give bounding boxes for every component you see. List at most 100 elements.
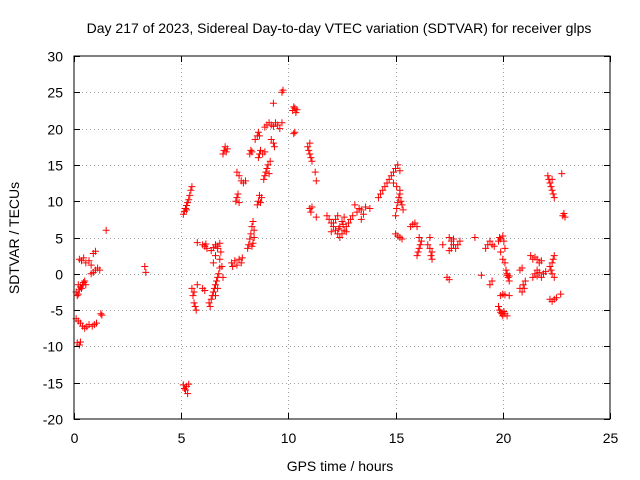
- data-point: [265, 170, 273, 178]
- data-point: [184, 390, 192, 398]
- data-point: [87, 261, 95, 269]
- data-point: [344, 219, 352, 227]
- data-point: [223, 145, 231, 153]
- data-point: [218, 263, 226, 271]
- data-point: [203, 244, 211, 252]
- data-point: [278, 119, 286, 127]
- data-point: [486, 237, 494, 245]
- data-point: [233, 194, 241, 202]
- data-point: [267, 135, 275, 143]
- y-tick-label: 25: [47, 85, 63, 101]
- data-point: [233, 168, 241, 176]
- data-point: [229, 263, 237, 271]
- data-point: [327, 228, 335, 236]
- data-point: [381, 183, 389, 191]
- data-point: [332, 226, 340, 234]
- data-point: [383, 179, 391, 187]
- data-point: [102, 226, 110, 234]
- data-point: [269, 139, 277, 147]
- data-point: [533, 266, 541, 274]
- x-tick-label: 25: [603, 430, 619, 446]
- data-point: [499, 255, 507, 263]
- data-point: [366, 204, 374, 212]
- data-point: [270, 143, 278, 151]
- x-tick-label: 20: [496, 430, 512, 446]
- data-point: [560, 210, 568, 218]
- data-point: [445, 234, 453, 241]
- data-point: [274, 121, 282, 129]
- data-point: [96, 266, 104, 274]
- y-tick-label: 0: [55, 267, 63, 283]
- data-point: [449, 235, 457, 243]
- data-point: [304, 143, 312, 151]
- x-tick-labels: 0 5 10 15 20 25: [71, 430, 619, 446]
- data-point: [394, 199, 402, 207]
- data-point: [215, 270, 223, 278]
- data-point: [500, 237, 508, 245]
- data-point: [552, 294, 560, 302]
- data-point: [411, 219, 419, 227]
- data-point: [549, 190, 557, 198]
- data-point: [82, 281, 90, 289]
- data-point: [308, 157, 316, 165]
- data-point: [396, 167, 404, 175]
- data-point: [293, 106, 301, 114]
- y-tick-label: -10: [43, 339, 63, 355]
- data-point: [186, 191, 194, 199]
- data-point: [548, 186, 556, 194]
- data-point: [212, 252, 220, 260]
- data-point: [393, 183, 401, 191]
- data-point: [234, 190, 242, 198]
- data-point: [339, 220, 347, 228]
- data-point: [91, 247, 99, 255]
- data-point: [74, 290, 82, 298]
- data-point: [456, 237, 464, 245]
- data-point: [98, 311, 106, 319]
- data-point: [266, 157, 274, 165]
- x-tick-label: 15: [389, 430, 405, 446]
- data-point: [209, 288, 217, 296]
- data-point: [338, 218, 346, 226]
- data-point: [416, 241, 424, 249]
- data-point: [222, 148, 230, 156]
- data-point: [97, 310, 105, 318]
- data-point: [426, 244, 434, 252]
- data-point: [357, 215, 365, 223]
- data-point: [439, 241, 447, 249]
- y-tick-labels: -20 -15 -10 -5 0 5 10 15 20 25 30: [43, 49, 63, 428]
- data-point: [81, 277, 89, 285]
- data-point: [189, 292, 197, 300]
- data-point: [413, 223, 421, 231]
- data-point: [248, 223, 256, 231]
- data-point: [244, 244, 252, 252]
- data-point: [78, 284, 86, 292]
- data-point: [193, 281, 201, 289]
- data-point: [233, 261, 241, 269]
- data-point: [232, 197, 240, 205]
- data-point: [183, 206, 191, 214]
- data-point: [179, 381, 187, 389]
- data-point: [349, 212, 357, 220]
- data-point: [359, 210, 367, 218]
- data-point: [260, 175, 268, 183]
- plot-frame: [73, 55, 611, 420]
- data-point: [205, 299, 213, 307]
- data-point: [292, 109, 300, 117]
- data-point: [269, 122, 277, 130]
- x-tick-label: 10: [281, 430, 297, 446]
- data-point: [207, 295, 215, 303]
- data-point: [501, 244, 509, 252]
- data-point: [306, 139, 314, 147]
- data-point: [340, 213, 348, 221]
- data-point: [533, 255, 541, 263]
- data-point: [188, 284, 196, 292]
- data-point: [290, 130, 298, 138]
- data-point: [424, 241, 432, 249]
- data-point: [257, 146, 265, 154]
- data-point: [397, 197, 405, 205]
- data-point: [237, 259, 245, 267]
- data-point: [279, 86, 287, 94]
- data-point: [258, 194, 266, 202]
- data-point: [546, 263, 554, 271]
- y-tick-label: 30: [47, 49, 63, 65]
